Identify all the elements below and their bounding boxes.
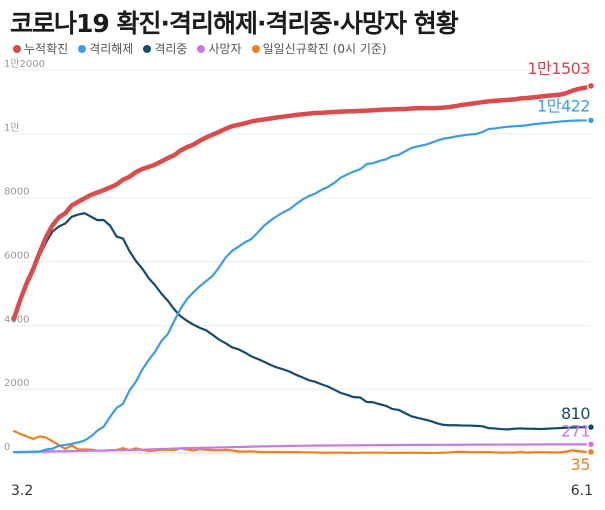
end-value-label: 1만1503 — [527, 59, 590, 78]
legend-item: 사망자 — [197, 40, 242, 57]
legend-label: 격리해제 — [89, 42, 134, 56]
y-tick-label: 8000 — [4, 187, 29, 198]
y-tick-labels: 0 2000 4000 6000 8000 1만 1만2000 — [4, 58, 45, 453]
page-title: 코로나19 확진·격리해제·격리중·사망자 현황 — [10, 9, 459, 38]
legend-dot — [78, 44, 87, 53]
legend-item: 일일신규확진 (0시 기준) — [251, 40, 387, 57]
legend-item: 누적확진 — [13, 40, 68, 57]
legend-dot — [13, 44, 21, 53]
legend-label: 사망자 — [208, 42, 242, 56]
end-point — [586, 440, 596, 449]
series-lines — [11, 83, 594, 455]
end-value-label: 35 — [571, 455, 590, 474]
end-point — [586, 81, 596, 91]
end-point — [586, 422, 596, 432]
series-line — [12, 443, 593, 454]
series-line — [12, 119, 593, 454]
x-tick-label: 6.1 — [571, 483, 593, 499]
y-tick-label: 0 — [4, 442, 10, 453]
y-tick-label: 2000 — [4, 378, 29, 389]
y-tick-label: 6000 — [4, 251, 29, 262]
legend-label: 격리중 — [154, 42, 188, 56]
legend-dot — [251, 44, 260, 53]
series-line — [11, 83, 594, 321]
end-value-label: 1만422 — [537, 96, 590, 115]
legend-label: 누적확진 — [24, 42, 69, 56]
end-value-label: 271 — [561, 421, 590, 440]
legend-label: 일일신규확진 (0시 기준) — [262, 42, 387, 56]
legend-item: 격리해제 — [78, 40, 133, 57]
y-tick-label: 1만2000 — [4, 58, 45, 70]
legend-dot — [197, 44, 206, 53]
series-line — [12, 212, 593, 431]
chart-legend: 누적확진 격리해제 격리중 사망자 일일신규확진 (0시 기준) — [13, 40, 397, 57]
end-value-label: 810 — [561, 404, 590, 423]
legend-item: 격리중 — [143, 40, 187, 57]
end-point — [586, 116, 596, 125]
legend-dot — [143, 44, 152, 53]
y-tick-label: 4000 — [4, 314, 29, 325]
x-tick-labels: 3.2 6.1 — [11, 483, 593, 499]
end-points — [586, 81, 596, 457]
x-tick-label: 3.2 — [11, 483, 33, 499]
y-tick-label: 1만 — [4, 122, 20, 134]
